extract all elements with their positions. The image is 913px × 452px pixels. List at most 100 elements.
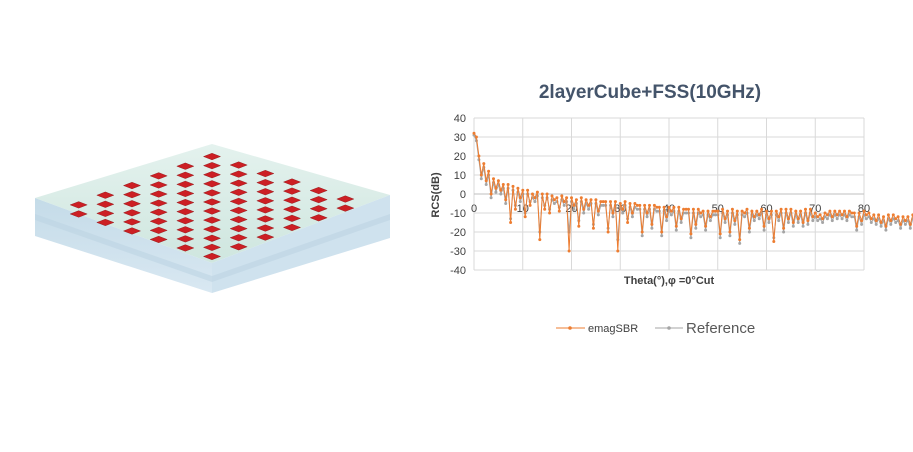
- fss-patch: [309, 205, 328, 213]
- data-point: [482, 162, 486, 166]
- data-point: [484, 183, 488, 186]
- data-point: [847, 209, 851, 213]
- data-point: [782, 230, 786, 234]
- fss-patch: [256, 233, 275, 241]
- data-point: [767, 221, 771, 224]
- fss-patch: [176, 162, 195, 170]
- data-point: [489, 192, 493, 196]
- data-point: [806, 222, 810, 226]
- data-point: [769, 209, 773, 213]
- fss-patch: [229, 243, 248, 251]
- fss-patch: [202, 234, 222, 242]
- fss-patch: [96, 200, 115, 208]
- fss-patch: [202, 198, 222, 206]
- data-point: [877, 213, 881, 217]
- lower-layer-right-face: [212, 195, 390, 293]
- fss-patch: [202, 243, 222, 251]
- fss-patch: [336, 195, 355, 203]
- fss-patch: [96, 218, 115, 226]
- y-tick-labels: 40 30 20 10 0 -10 -20 -30 -40: [450, 113, 466, 277]
- fss-patch: [202, 180, 222, 188]
- data-point: [555, 196, 559, 200]
- fss-patch: [256, 179, 275, 187]
- data-point: [818, 213, 822, 217]
- data-point: [694, 222, 698, 226]
- data-point: [733, 219, 737, 223]
- y-tick-label: 20: [454, 151, 466, 163]
- data-point: [494, 190, 498, 194]
- data-point: [762, 224, 766, 228]
- data-point: [704, 228, 708, 232]
- data-point: [857, 211, 861, 215]
- fss-patch: [282, 214, 302, 222]
- data-point: [838, 209, 842, 213]
- fss-patch: [256, 206, 275, 214]
- data-point: [667, 205, 671, 209]
- fss-patch: [256, 170, 275, 178]
- data-point: [543, 207, 547, 211]
- data-point: [657, 205, 661, 209]
- data-point: [726, 209, 729, 213]
- fss-patch: [202, 216, 222, 224]
- data-point: [872, 213, 876, 217]
- fss-patch: [202, 252, 222, 260]
- fss-patch: [176, 171, 195, 179]
- data-point: [874, 219, 878, 223]
- data-point: [601, 203, 605, 207]
- data-point: [782, 226, 786, 230]
- fss-patch: [256, 188, 275, 196]
- data-point: [752, 215, 756, 219]
- data-point: [474, 135, 478, 139]
- data-point: [560, 194, 564, 198]
- data-point: [852, 211, 856, 215]
- data-point: [477, 154, 481, 158]
- fss-patch: [149, 235, 168, 243]
- data-point: [526, 188, 530, 192]
- data-point: [760, 207, 764, 211]
- fss-patch: [176, 235, 195, 243]
- data-point: [687, 207, 690, 211]
- fss-patch: [122, 182, 142, 190]
- data-point: [801, 224, 805, 228]
- data-point: [611, 211, 615, 215]
- fss-patch: [176, 244, 195, 252]
- data-point: [825, 217, 829, 221]
- data-point: [523, 215, 527, 219]
- data-point: [489, 196, 493, 200]
- data-point: [840, 213, 844, 217]
- data-point: [684, 211, 688, 215]
- data-point: [557, 209, 561, 213]
- data-point: [535, 190, 539, 194]
- data-point: [511, 184, 515, 188]
- data-point: [531, 192, 534, 196]
- data-point: [643, 203, 647, 207]
- data-point: [813, 211, 817, 215]
- data-point: [518, 200, 522, 204]
- data-point: [891, 213, 895, 217]
- fss-patch: [336, 204, 355, 212]
- data-point: [718, 236, 722, 240]
- data-point: [740, 209, 744, 213]
- data-point: [679, 221, 683, 224]
- data-point: [504, 198, 508, 202]
- data-point: [679, 217, 683, 221]
- data-point: [743, 211, 747, 215]
- data-point: [704, 224, 708, 228]
- y-tick-label: 40: [454, 113, 466, 125]
- data-point: [708, 219, 712, 223]
- data-point: [789, 207, 793, 211]
- data-point: [589, 198, 593, 202]
- data-point: [587, 207, 591, 211]
- data-point: [894, 217, 898, 221]
- data-point: [609, 200, 612, 204]
- fss-patch: [176, 208, 195, 216]
- data-point: [777, 215, 781, 219]
- data-point: [665, 215, 669, 219]
- fss-patch: [149, 181, 168, 189]
- data-point: [565, 196, 569, 200]
- data-point: [743, 215, 747, 219]
- data-point: [487, 169, 491, 173]
- y-tick-label: 10: [454, 170, 466, 182]
- data-point: [850, 215, 854, 219]
